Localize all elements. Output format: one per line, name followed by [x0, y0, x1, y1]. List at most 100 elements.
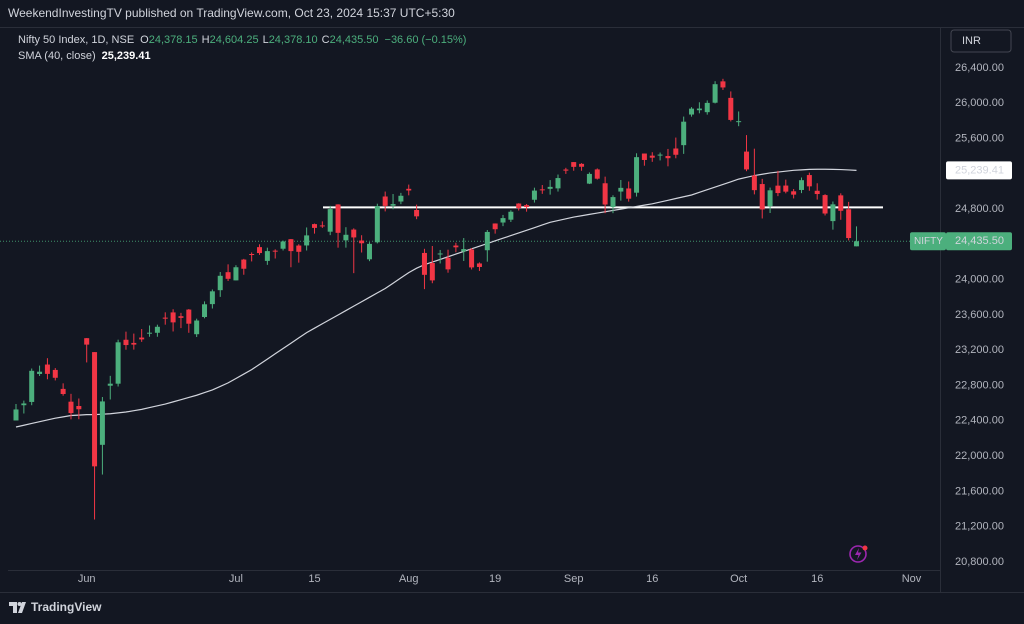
x-tick-label: Nov	[902, 573, 922, 585]
candle-body	[704, 102, 710, 113]
candle-body	[853, 241, 859, 247]
candle-body	[594, 169, 600, 179]
candle-body	[202, 304, 208, 317]
ohlc-value: 24,378.15	[149, 34, 198, 46]
candle-body	[579, 163, 585, 167]
candle-body	[476, 263, 482, 267]
candle-body	[37, 371, 43, 374]
candle-body	[374, 206, 380, 243]
candle-body	[531, 190, 537, 200]
x-tick-label: 19	[489, 573, 501, 585]
candle-body	[390, 204, 396, 206]
candle-body	[241, 259, 247, 269]
alert-ring[interactable]	[849, 545, 867, 563]
x-tick-label: 16	[646, 573, 658, 585]
y-tick-label: 26,000.00	[955, 97, 1004, 109]
candle-body	[280, 241, 286, 249]
candle-body	[366, 243, 372, 260]
candle-body	[791, 191, 797, 195]
alert-bolt[interactable]	[855, 548, 862, 560]
ohlc-key: H	[202, 34, 210, 46]
brand: TradingView	[31, 600, 102, 614]
candle-body	[571, 162, 577, 167]
candle-body	[822, 195, 828, 214]
candle-body	[484, 231, 490, 251]
candle-body	[453, 245, 459, 248]
candle-body	[751, 175, 757, 191]
candle-body	[147, 332, 153, 334]
candle-body	[178, 316, 184, 318]
candle-body	[186, 309, 192, 324]
candle-body	[382, 196, 388, 206]
header-bar	[0, 0, 1024, 27]
y-tick-label: 23,200.00	[955, 344, 1004, 356]
x-tick-label: Aug	[399, 573, 419, 585]
x-tick-label: Sep	[564, 573, 584, 585]
sma-price-label: 25,239.41	[955, 164, 1004, 176]
candle-body	[696, 108, 702, 111]
logo-dot	[17, 602, 22, 606]
currency[interactable]: INR	[962, 35, 981, 47]
candle-body	[170, 312, 176, 323]
candle-body	[406, 188, 412, 191]
ohlc-value: 24,604.25	[210, 34, 259, 46]
candle-body	[107, 383, 113, 386]
symbol-label: NIFTY	[914, 236, 943, 247]
candle-body	[634, 157, 640, 193]
candle-body	[76, 406, 82, 410]
symbol-title: Nifty 50 Index, 1D, NSE	[18, 34, 134, 46]
x-tick-label: Jun	[78, 573, 96, 585]
candle-body	[84, 338, 90, 345]
candle-body	[516, 203, 522, 209]
x-tick-label: 16	[811, 573, 823, 585]
candle-body	[29, 370, 35, 402]
x-tick-label: Jul	[229, 573, 243, 585]
candle-body	[437, 253, 443, 255]
candle-body	[641, 153, 647, 160]
last-price-label: 24,435.50	[955, 235, 1004, 247]
y-tick-label: 25,600.00	[955, 132, 1004, 144]
sma-price-box	[946, 161, 1012, 180]
candle-body	[319, 225, 325, 227]
candle-body	[115, 342, 121, 384]
ohlc-key: O	[140, 34, 149, 46]
candle-body	[539, 189, 545, 191]
candle-body	[217, 275, 223, 291]
candle-body	[681, 121, 687, 146]
candle-body	[665, 156, 671, 159]
sma-line	[15, 168, 857, 428]
y-tick-label: 24,000.00	[955, 274, 1004, 286]
candle-body	[759, 184, 765, 210]
ohlc-value: 24,378.10	[269, 34, 318, 46]
candle-body	[272, 250, 278, 252]
candle-body	[461, 249, 467, 252]
candle-body	[249, 254, 255, 256]
candle-body	[60, 388, 66, 395]
candle-body	[139, 337, 145, 340]
sma-name: SMA (40, close)	[18, 50, 96, 62]
currency-button[interactable]	[950, 29, 1012, 53]
legend-line: Nifty 50 Index, 1D, NSE O24,378.15 H24,604…	[18, 34, 466, 46]
candle-body	[296, 245, 302, 252]
candle-body	[414, 209, 420, 217]
candle-body	[744, 151, 750, 170]
y-tick-label: 26,400.00	[955, 62, 1004, 74]
candle-body	[610, 197, 616, 208]
candle-body	[736, 121, 742, 123]
y-tick-label: 21,200.00	[955, 521, 1004, 533]
candle-body	[806, 175, 812, 187]
candle-body	[257, 247, 263, 254]
symbol-box	[910, 232, 946, 251]
candle-body	[21, 403, 27, 406]
candle-body	[492, 223, 498, 230]
candle-body	[555, 178, 561, 189]
change: −36.60 (−0.15%)	[385, 34, 467, 46]
candle-body	[398, 195, 404, 202]
candle-body	[508, 211, 514, 220]
candle-body	[657, 154, 663, 156]
logo-mark	[9, 602, 26, 613]
alert-icon[interactable]	[849, 545, 868, 563]
candle-body	[225, 272, 231, 279]
alert-dot[interactable]	[862, 545, 868, 551]
